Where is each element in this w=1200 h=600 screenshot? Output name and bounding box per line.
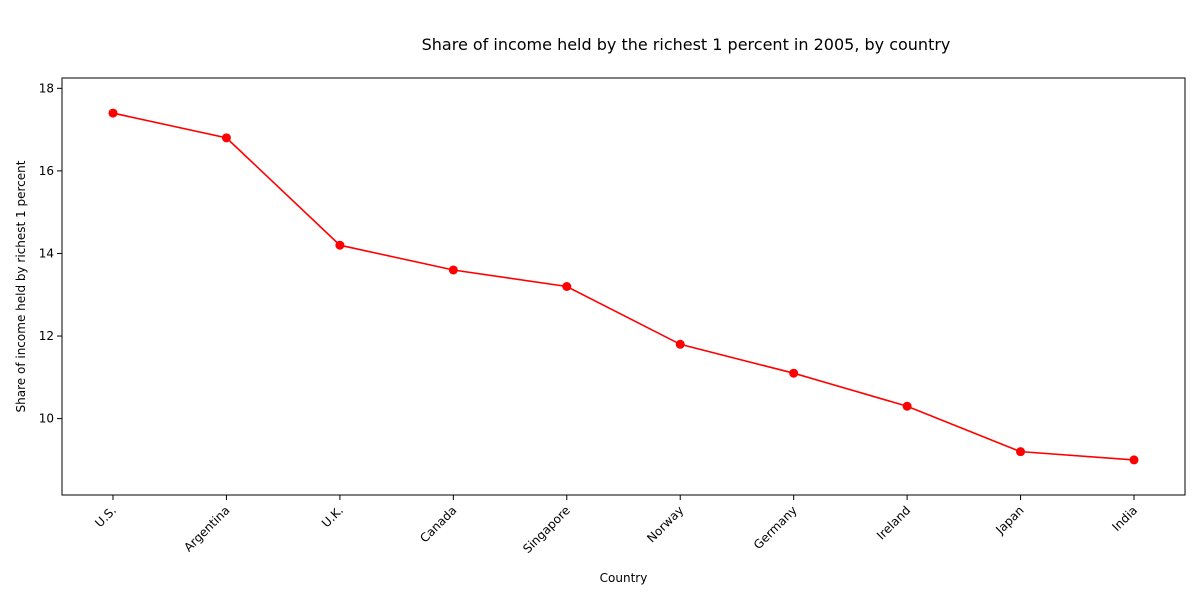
x-tick-label: Ireland [874,503,913,542]
x-tick-label: Japan [992,503,1026,537]
x-tick-label: Singapore [520,503,573,556]
data-point [675,339,685,349]
plot-frame [61,77,1186,496]
chart-title: Share of income held by the richest 1 pe… [422,35,951,54]
x-tick-label: U.S. [92,503,119,530]
y-tick-label: 10 [39,412,54,426]
x-tick-label: Canada [417,503,459,545]
data-point [335,240,345,250]
data-point [1016,447,1026,457]
x-tick-label: Germany [751,503,800,552]
x-tick-label: India [1109,503,1140,534]
data-point [448,265,458,275]
y-tick-label: 12 [39,329,54,343]
y-tick-label: 16 [39,164,54,178]
y-axis: 10 12 14 16 18 [39,81,62,426]
y-axis-title: Share of income held by richest 1 percen… [14,160,28,412]
data-point [108,108,118,118]
plot-area [108,108,1139,465]
series-line [112,112,1135,461]
x-axis-title: Country [600,571,648,585]
y-tick-label: 18 [39,81,54,95]
data-point [562,282,572,291]
data-point [789,368,799,378]
data-point [902,401,912,411]
x-axis: U.S. Argentina U.K. Canada Singapore Norway Ge… [92,495,1140,556]
x-tick-label: Norway [644,503,686,545]
x-tick-label: U.K. [319,503,346,530]
x-tick-label: Argentina [181,503,232,554]
data-point [1129,455,1139,465]
y-tick-label: 14 [39,246,54,260]
data-point [221,133,231,143]
